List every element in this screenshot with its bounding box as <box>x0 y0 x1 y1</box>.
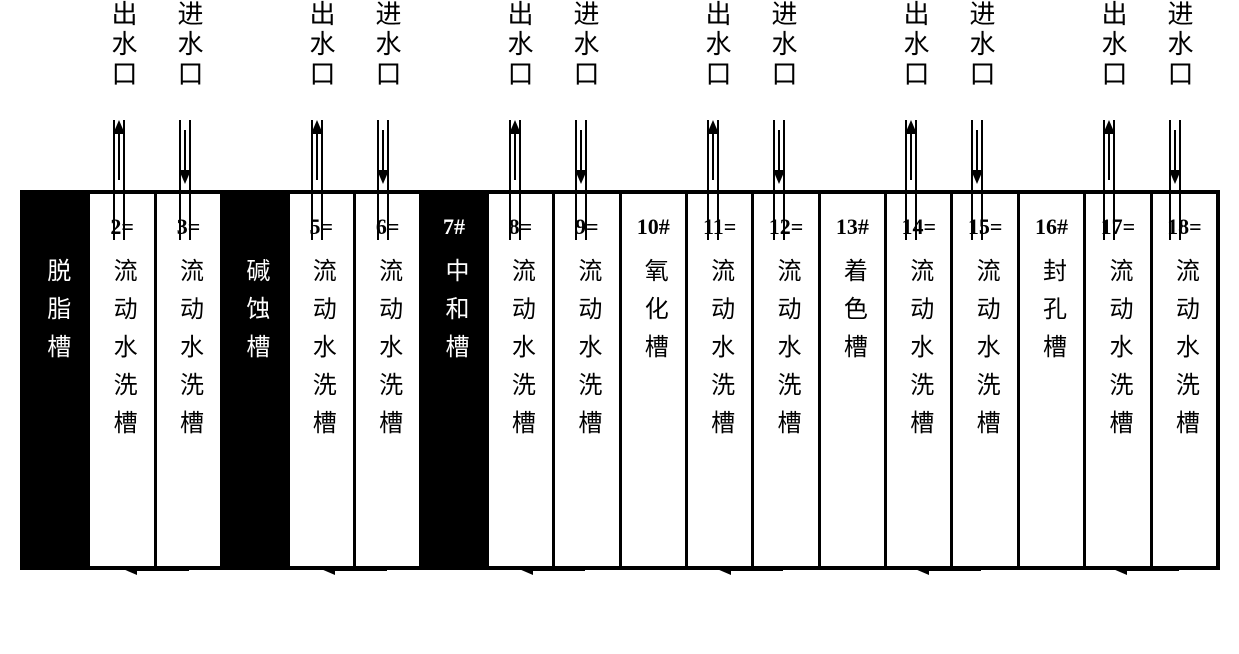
flow-line <box>1127 568 1179 571</box>
outlet-text: 出水口 <box>104 0 141 90</box>
tank-label: 流动水洗槽 <box>708 258 732 448</box>
inlet-pipe <box>773 120 785 240</box>
tank-5: 5=流动水洗槽 <box>290 194 356 566</box>
tank-10: 10# 氧化槽 <box>622 194 688 566</box>
tank-11: 11=流动水洗槽 <box>688 194 754 566</box>
tank-label: 流动水洗槽 <box>376 258 400 448</box>
tank-label: 封孔槽 <box>1040 258 1064 372</box>
port-labels-layer: 出水口进水口出水口进水口出水口进水口出水口进水口出水口进水口出水口进水口 <box>20 0 1220 120</box>
outlet-label: 出水口 <box>104 0 134 95</box>
tank-label: 流动水洗槽 <box>110 258 134 448</box>
tank-id: 13# <box>836 214 869 240</box>
flow-line <box>533 568 585 571</box>
inlet-label: 进水口 <box>962 0 992 95</box>
tank-label: 氧化槽 <box>641 258 665 372</box>
tank-label: 流动水洗槽 <box>1172 258 1196 448</box>
inlet-text: 进水口 <box>170 0 207 90</box>
outlet-label: 出水口 <box>698 0 728 95</box>
tank-label: 流动水洗槽 <box>575 258 599 448</box>
tank-15: 15=流动水洗槽 <box>953 194 1019 566</box>
inlet-label: 进水口 <box>764 0 794 95</box>
tank-id: 7# <box>443 214 465 240</box>
inlet-label: 进水口 <box>170 0 200 95</box>
tank-label: 流动水洗槽 <box>973 258 997 448</box>
flow-line <box>731 568 783 571</box>
tank-label: 流动水洗槽 <box>774 258 798 448</box>
inlet-text: 进水口 <box>1160 0 1197 90</box>
tank-13: 13# 着色槽 <box>821 194 887 566</box>
inlet-pipe <box>1169 120 1181 240</box>
tank-18: 18=流动水洗槽 <box>1153 194 1216 566</box>
outlet-pipe <box>113 120 125 240</box>
tank-label: 脱脂槽 <box>44 258 68 372</box>
flow-line <box>335 568 387 571</box>
inlet-label: 进水口 <box>566 0 596 95</box>
tank-2: 2=流动水洗槽 <box>90 194 156 566</box>
tank-id: 10# <box>637 214 670 240</box>
outlet-label: 出水口 <box>896 0 926 95</box>
inlet-text: 进水口 <box>566 0 603 90</box>
tank-label: 着色槽 <box>840 258 864 372</box>
outlet-label: 出水口 <box>1094 0 1124 95</box>
inlet-label: 进水口 <box>1160 0 1190 95</box>
outlet-pipe <box>905 120 917 240</box>
tank-17: 17=流动水洗槽 <box>1086 194 1152 566</box>
tank-1: 1#脱脂槽 <box>24 194 90 566</box>
tank-8: 8=流动水洗槽 <box>489 194 555 566</box>
tank-label: 流动水洗槽 <box>309 258 333 448</box>
tank-label: 流动水洗槽 <box>508 258 532 448</box>
inlet-label: 进水口 <box>368 0 398 95</box>
tank-14: 14=流动水洗槽 <box>887 194 953 566</box>
flow-line <box>929 568 981 571</box>
tank-label: 流动水洗槽 <box>1106 258 1130 448</box>
inlet-pipe <box>179 120 191 240</box>
tank-label: 流动水洗槽 <box>176 258 200 448</box>
outlet-pipe <box>311 120 323 240</box>
outlet-label: 出水口 <box>500 0 530 95</box>
inlet-text: 进水口 <box>368 0 405 90</box>
outlet-pipe <box>509 120 521 240</box>
tank-id: 16# <box>1035 214 1068 240</box>
inlet-pipe <box>971 120 983 240</box>
tank-label: 中和槽 <box>442 258 466 372</box>
inlet-text: 进水口 <box>764 0 801 90</box>
inlet-pipe <box>377 120 389 240</box>
tank-16: 16# 封孔槽 <box>1020 194 1086 566</box>
tank-label: 碱蚀槽 <box>243 258 267 372</box>
outlet-text: 出水口 <box>896 0 933 90</box>
tank-9: 9=流动水洗槽 <box>555 194 621 566</box>
outlet-text: 出水口 <box>302 0 339 90</box>
flow-line <box>137 568 189 571</box>
outlet-text: 出水口 <box>500 0 537 90</box>
inlet-pipe <box>575 120 587 240</box>
tanks-row: 1#脱脂槽2=流动水洗槽3=流动水洗槽4#碱蚀槽5=流动水洗槽6=流动水洗槽7#… <box>20 190 1220 570</box>
diagram-root: 出水口进水口出水口进水口出水口进水口出水口进水口出水口进水口出水口进水口 1#脱… <box>20 0 1220 640</box>
tank-4: 4#碱蚀槽 <box>223 194 289 566</box>
outlet-pipe <box>707 120 719 240</box>
tank-label: 流动水洗槽 <box>907 258 931 448</box>
inlet-text: 进水口 <box>962 0 999 90</box>
tank-6: 6=流动水洗槽 <box>356 194 422 566</box>
tank-7: 7# 中和槽 <box>422 194 488 566</box>
outlet-label: 出水口 <box>302 0 332 95</box>
outlet-pipe <box>1103 120 1115 240</box>
outlet-text: 出水口 <box>1094 0 1131 90</box>
outlet-text: 出水口 <box>698 0 735 90</box>
tank-3: 3=流动水洗槽 <box>157 194 223 566</box>
tank-12: 12=流动水洗槽 <box>754 194 820 566</box>
